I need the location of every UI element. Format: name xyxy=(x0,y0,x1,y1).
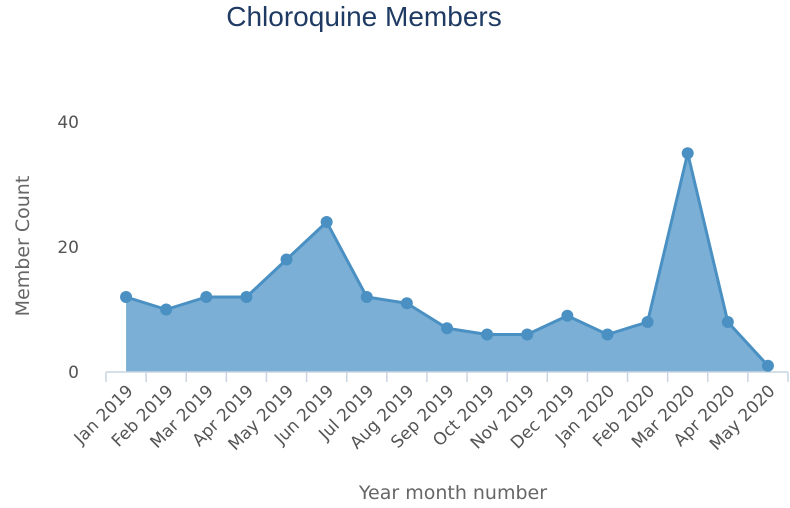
data-point[interactable] xyxy=(400,297,413,310)
data-point[interactable] xyxy=(681,147,694,160)
data-point[interactable] xyxy=(641,316,654,328)
y-tick-label: 0 xyxy=(68,363,79,383)
data-point[interactable] xyxy=(160,303,173,316)
axis-layer xyxy=(105,371,789,382)
data-point[interactable] xyxy=(481,328,494,341)
series-area xyxy=(126,153,768,372)
data-point[interactable] xyxy=(561,309,574,322)
data-point[interactable] xyxy=(721,316,734,328)
data-point[interactable] xyxy=(360,291,373,303)
area-layer xyxy=(125,151,770,372)
data-point[interactable] xyxy=(280,253,293,266)
data-point[interactable] xyxy=(200,291,213,303)
x-axis-title: Year month number xyxy=(358,482,547,504)
data-point[interactable] xyxy=(320,216,333,228)
data-point[interactable] xyxy=(120,291,133,303)
data-point[interactable] xyxy=(521,328,534,341)
data-point[interactable] xyxy=(761,359,774,372)
data-point[interactable] xyxy=(601,328,614,341)
data-point[interactable] xyxy=(441,322,453,335)
chart-title: Chloroquine Members xyxy=(226,1,502,32)
y-tick-label: 20 xyxy=(57,238,79,258)
data-point[interactable] xyxy=(240,291,253,303)
y-axis-title: Member Count xyxy=(12,176,34,317)
marker-layer xyxy=(120,147,774,372)
y-tick-label: 40 xyxy=(57,113,79,133)
